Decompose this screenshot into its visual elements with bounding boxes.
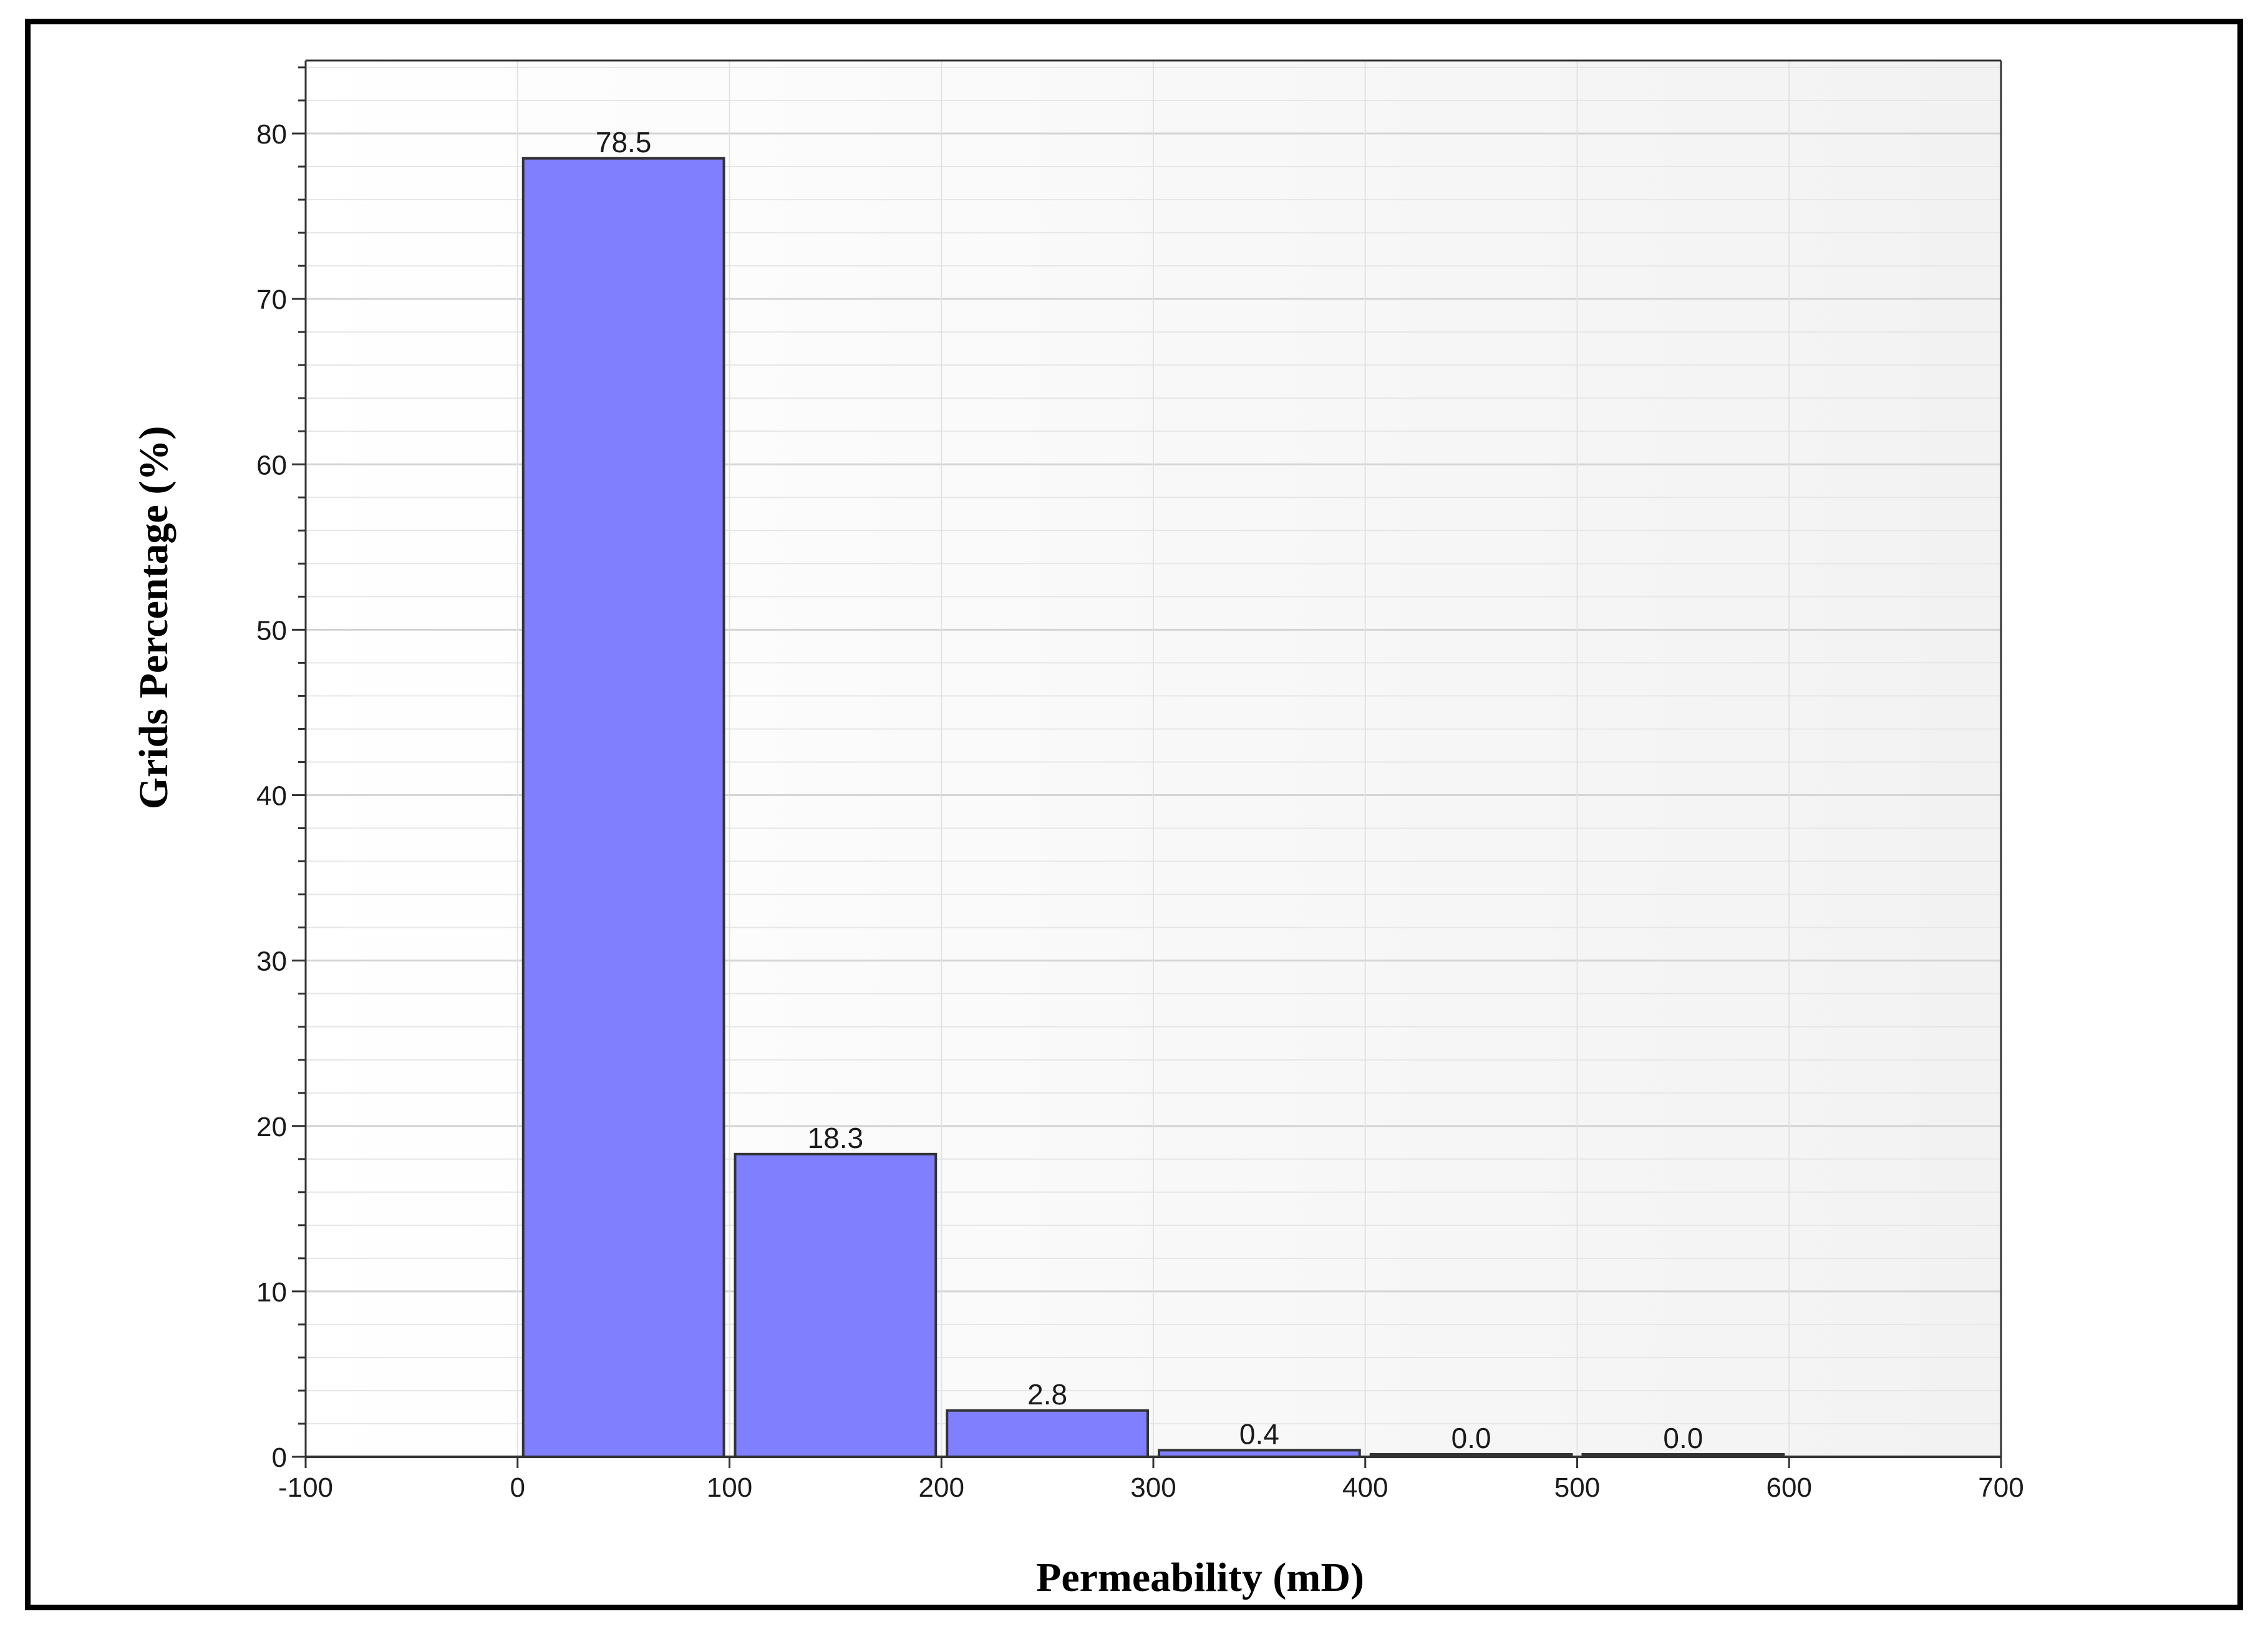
- y-tick-label: 30: [256, 946, 287, 977]
- y-axis-title: Grids Percentage (%): [131, 426, 177, 810]
- x-tick-label: 700: [1978, 1472, 2023, 1503]
- labels: 78.5 18.3 2.8 0.4 0.0 0.0 0 10 20 30 40 50 60 70 80 -10…: [256, 119, 2024, 1503]
- y-tick-label: 80: [256, 119, 287, 150]
- bar-value-label: 2.8: [1027, 1378, 1067, 1411]
- x-tick-label: 600: [1766, 1472, 1812, 1503]
- x-tick-label: 100: [707, 1472, 752, 1503]
- x-tick-label: 0: [510, 1472, 525, 1503]
- x-tick-label: 300: [1130, 1472, 1176, 1503]
- x-axis-title: Permeability (mD): [1036, 1555, 1364, 1600]
- y-tick-label: 50: [256, 615, 287, 646]
- y-tick-label: 60: [256, 450, 287, 480]
- y-tick-label: 0: [272, 1442, 287, 1473]
- bar-value-label: 78.5: [596, 126, 652, 158]
- bar-value-label: 18.3: [808, 1122, 864, 1154]
- x-tick-label: 500: [1554, 1472, 1600, 1503]
- bar: [521, 157, 725, 1458]
- bar: [734, 1152, 938, 1459]
- bar: [946, 1409, 1149, 1458]
- bar-value-label: 0.0: [1663, 1422, 1703, 1454]
- bars: [521, 157, 1785, 1459]
- y-tick-label: 40: [256, 781, 287, 812]
- y-tick-label: 10: [256, 1277, 287, 1308]
- bar-value-label: 0.0: [1451, 1422, 1491, 1454]
- y-tick-label: 70: [256, 284, 287, 315]
- bar-value-label: 0.4: [1239, 1417, 1279, 1450]
- x-tick-label: -100: [278, 1472, 333, 1503]
- x-tick-label: 400: [1342, 1472, 1388, 1503]
- axes: [292, 59, 2002, 1468]
- y-tick-label: 20: [256, 1112, 287, 1142]
- x-tick-label: 200: [919, 1472, 964, 1503]
